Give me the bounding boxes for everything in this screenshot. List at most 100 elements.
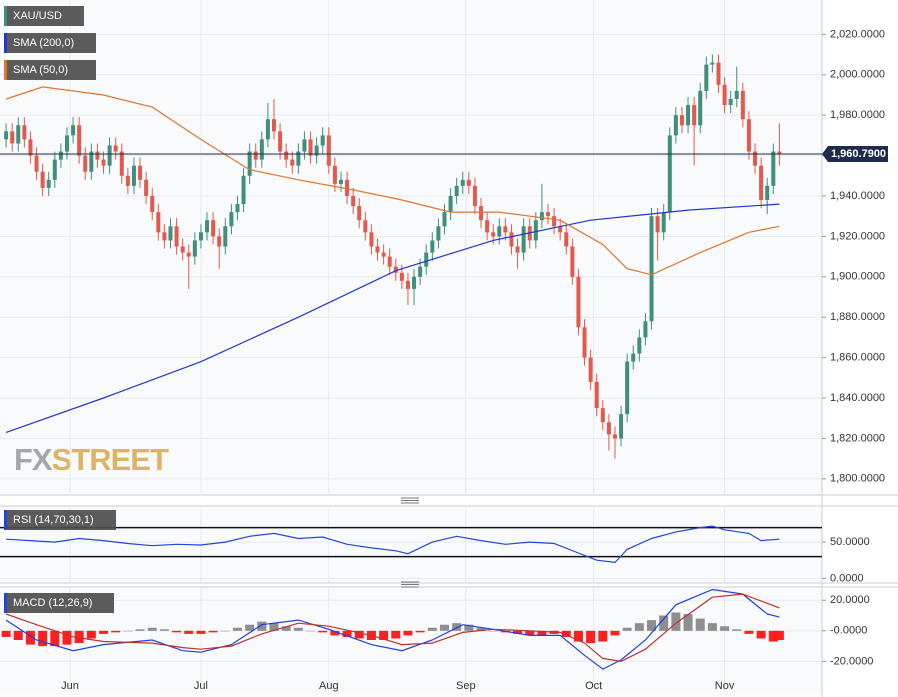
y-tick-label: 1,940.0000: [830, 190, 885, 202]
y-tick-label: 1,980.0000: [830, 109, 885, 121]
watermark-street: STREET: [52, 442, 169, 477]
histogram-bar: [184, 630, 194, 634]
candle-body: [192, 240, 197, 257]
legend-box: [4, 510, 116, 530]
candle-body: [649, 216, 654, 322]
indicator-line: [5, 588, 780, 670]
candle-body: [338, 179, 343, 184]
candle-body: [265, 119, 270, 140]
candle-body: [326, 135, 331, 166]
candle-body: [497, 226, 502, 237]
candle-body: [89, 151, 94, 172]
y-tick-label: 1,920.0000: [830, 230, 885, 242]
x-tick-label: Aug: [319, 680, 339, 692]
y-tick-label: 1,880.0000: [830, 311, 885, 323]
candle-body: [320, 135, 325, 146]
candle-body: [539, 212, 544, 221]
candle-body: [716, 62, 721, 85]
candle-body: [619, 414, 624, 439]
candle-body: [387, 256, 392, 267]
candle-body: [631, 353, 636, 362]
histogram-bar: [342, 630, 352, 637]
candle-body: [460, 179, 465, 186]
y-tick-label: 2,020.0000: [830, 28, 885, 40]
candle-body: [52, 159, 57, 180]
candle-body: [399, 272, 404, 281]
candle-body: [180, 246, 185, 253]
histogram-bar: [172, 630, 182, 633]
histogram-bar: [306, 630, 316, 632]
candle-body: [424, 252, 429, 267]
histogram-bar: [354, 630, 364, 639]
candle-body: [472, 185, 477, 207]
y-tick-label: 2,000.0000: [830, 69, 885, 81]
candle-body: [412, 276, 417, 289]
candle-body: [95, 151, 100, 160]
candle-body: [692, 105, 697, 126]
histogram-bar: [476, 627, 486, 631]
last-price-label: 1,960.7900: [831, 148, 886, 160]
candle-body: [503, 226, 508, 233]
y-tick-label: 1,840.0000: [830, 392, 885, 404]
x-tick-label: Nov: [715, 680, 735, 692]
candle-body: [576, 276, 581, 328]
histogram-bar: [415, 630, 425, 633]
histogram-bar: [683, 614, 693, 631]
candle-body: [162, 232, 167, 241]
candle-body: [600, 408, 605, 423]
candle-body: [753, 151, 758, 166]
candle-body: [229, 212, 234, 227]
candle-body: [393, 266, 398, 273]
histogram-bar: [671, 612, 681, 631]
candle-body: [661, 212, 666, 233]
candle-body: [314, 145, 319, 156]
candle-body: [345, 179, 350, 196]
rsi-panel: [0, 506, 822, 583]
candle-body: [570, 246, 575, 277]
candle-body: [156, 212, 161, 233]
candle-body: [150, 195, 155, 213]
candle-body: [71, 125, 76, 136]
candle-body: [594, 381, 599, 409]
candle-body: [564, 232, 569, 247]
candle-body: [612, 434, 617, 439]
candle-body: [119, 151, 124, 176]
histogram-bar: [330, 630, 340, 636]
candle-body: [131, 165, 136, 186]
y-tick-label: 1,800.0000: [830, 473, 885, 485]
candle-body: [655, 216, 660, 233]
candle-body: [734, 90, 739, 99]
candle-body: [759, 165, 764, 201]
candle-body: [454, 185, 459, 196]
y-tick-label: 50.0000: [830, 536, 870, 548]
candle-body: [296, 151, 301, 166]
histogram-bar: [707, 623, 717, 631]
histogram-bar: [403, 630, 413, 636]
y-tick-label: 1,820.0000: [830, 432, 885, 444]
candle-body: [198, 232, 203, 241]
price-panel: [0, 0, 822, 495]
histogram-bar: [281, 626, 291, 631]
candle-body: [679, 115, 684, 126]
candle-body: [698, 90, 703, 126]
macd-panel: [0, 587, 822, 695]
candle-body: [375, 246, 380, 253]
candle-body: [606, 422, 611, 435]
histogram-bar: [464, 624, 474, 631]
candle-body: [771, 151, 776, 186]
legend-label: MACD (12,26,9): [13, 597, 92, 609]
candle-body: [728, 99, 733, 106]
candle-body: [667, 135, 672, 213]
candle-body: [625, 361, 630, 415]
candle-body: [357, 206, 362, 221]
histogram-bar: [586, 630, 596, 644]
legend-box: [4, 593, 114, 613]
candle-body: [113, 145, 118, 152]
candle-body: [546, 212, 550, 217]
histogram-bar: [111, 630, 121, 633]
candle-body: [284, 151, 289, 160]
histogram-bar: [293, 627, 303, 631]
histogram-bar: [695, 618, 705, 631]
legend-box: [4, 33, 96, 53]
resize-handle[interactable]: [401, 497, 419, 588]
